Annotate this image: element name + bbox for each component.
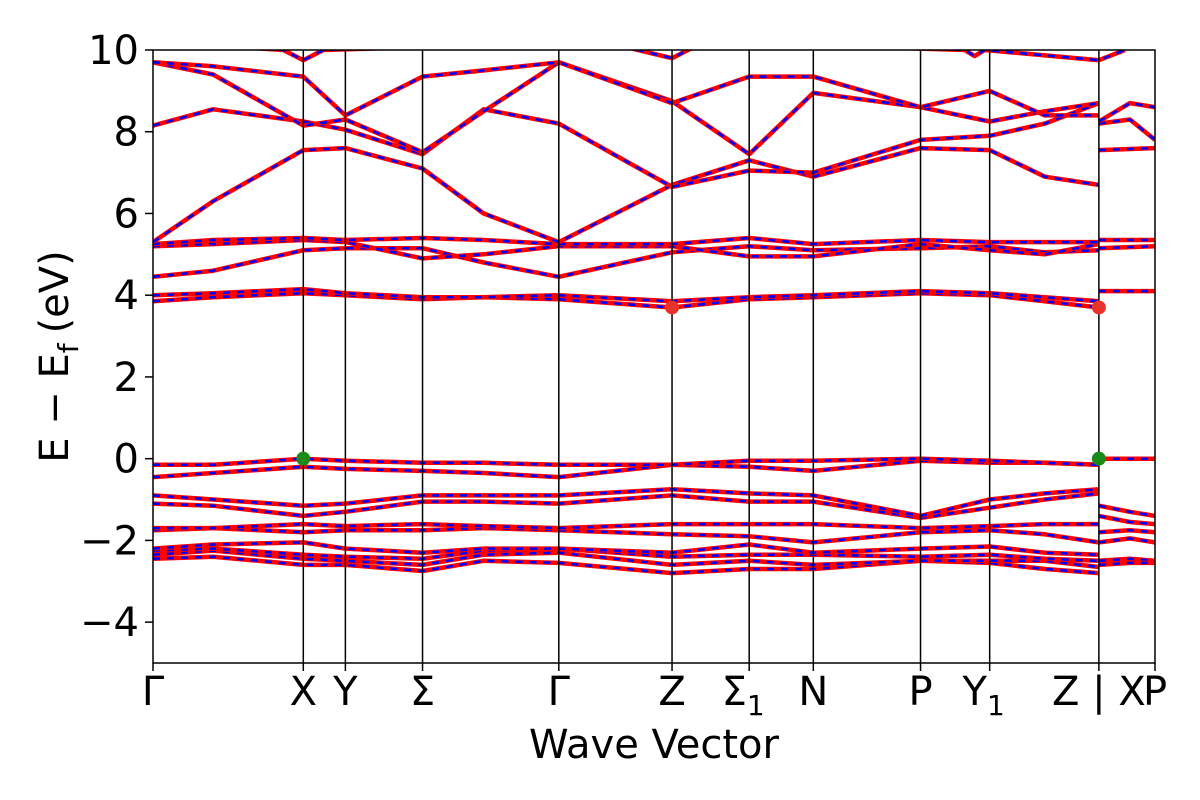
y-tick-label: −4 bbox=[80, 600, 139, 646]
y-axis-label-main: E − E bbox=[32, 353, 78, 463]
x-tick-label: N bbox=[798, 669, 828, 715]
band-line-dashed-6 bbox=[153, 492, 1100, 520]
x-tick-label: Γ bbox=[142, 669, 165, 715]
bands-layer bbox=[153, 50, 1155, 576]
band-line-dashed-5 bbox=[153, 522, 1099, 530]
vbm-marker-0 bbox=[296, 451, 311, 466]
y-axis-label-unit: (eV) bbox=[32, 250, 78, 333]
x-tick-label: P bbox=[1143, 669, 1167, 715]
band-line-19 bbox=[247, 50, 1126, 63]
band-line-dashed-3 bbox=[153, 541, 1099, 556]
band-line-22 bbox=[1097, 100, 1155, 124]
band-line-dashed-24 bbox=[1098, 244, 1155, 250]
y-tick-label: 2 bbox=[114, 355, 139, 401]
x-tick-label: Y1 bbox=[962, 669, 1005, 722]
extrema-markers bbox=[296, 300, 1106, 466]
band-line-dashed-30 bbox=[1098, 537, 1155, 544]
x-tick-label: Σ1 bbox=[722, 669, 765, 722]
band-line-dashed-17 bbox=[153, 60, 1100, 156]
band-line-dashed-4 bbox=[153, 526, 1100, 544]
band-line-dashed-15 bbox=[153, 146, 1100, 244]
y-tick-label: 8 bbox=[114, 110, 139, 156]
plot-frame bbox=[152, 49, 1156, 664]
y-axis-label-sub: f bbox=[52, 342, 85, 353]
band-line-dashed-31 bbox=[1098, 557, 1155, 563]
x-tick-label: Σ bbox=[410, 669, 435, 715]
band-line-dashed-21 bbox=[1098, 118, 1155, 141]
band-line-21 bbox=[1098, 117, 1155, 142]
x-axis-label: Wave Vector bbox=[529, 722, 780, 768]
band-line-dashed-20 bbox=[1098, 146, 1155, 152]
band-line-dashed-29 bbox=[1098, 528, 1155, 534]
vbm-marker-1 bbox=[1091, 451, 1106, 466]
band-line-18 bbox=[153, 60, 1099, 118]
y-tick-label: −2 bbox=[80, 518, 139, 564]
y-axis-ticks: −4 −2 0 2 4 6 8 10 bbox=[80, 28, 153, 646]
band-line-dashed-28 bbox=[1098, 514, 1155, 526]
cbm-marker-1 bbox=[1091, 300, 1106, 315]
y-axis-label: E − Ef (eV) bbox=[32, 250, 85, 463]
band-line-dashed-12 bbox=[153, 244, 1099, 279]
x-tick-label: Y bbox=[332, 669, 358, 715]
x-tick-label: X bbox=[290, 669, 317, 715]
band-line-dashed-18 bbox=[153, 61, 1099, 117]
band-line-dashed-14 bbox=[153, 236, 1099, 246]
y-tick-label: 6 bbox=[114, 191, 139, 237]
band-line-4 bbox=[153, 525, 1100, 545]
y-tick-label: 0 bbox=[114, 437, 139, 483]
x-tick-label: Γ bbox=[548, 669, 571, 715]
y-tick-label: 10 bbox=[88, 28, 139, 74]
x-tick-label: P bbox=[908, 669, 932, 715]
x-tick-label: Z | X bbox=[1052, 669, 1146, 715]
cbm-marker-0 bbox=[665, 300, 680, 315]
y-tick-label: 4 bbox=[114, 273, 139, 319]
band-line-dashed-1 bbox=[153, 549, 1100, 569]
band-line-dashed-11 bbox=[153, 287, 1099, 303]
x-axis-ticks: Γ X Y Σ Γ Z Σ1 N P Y1 Z | XP bbox=[142, 663, 1167, 722]
band-line-dashed-7 bbox=[153, 488, 1099, 518]
band-line-dashed-32 bbox=[1098, 561, 1155, 567]
band-line-dashed-27 bbox=[1098, 504, 1155, 518]
band-line-dashed-9 bbox=[153, 457, 1099, 467]
x-tick-label: Z bbox=[658, 669, 685, 715]
kpoint-lines bbox=[302, 50, 1100, 663]
